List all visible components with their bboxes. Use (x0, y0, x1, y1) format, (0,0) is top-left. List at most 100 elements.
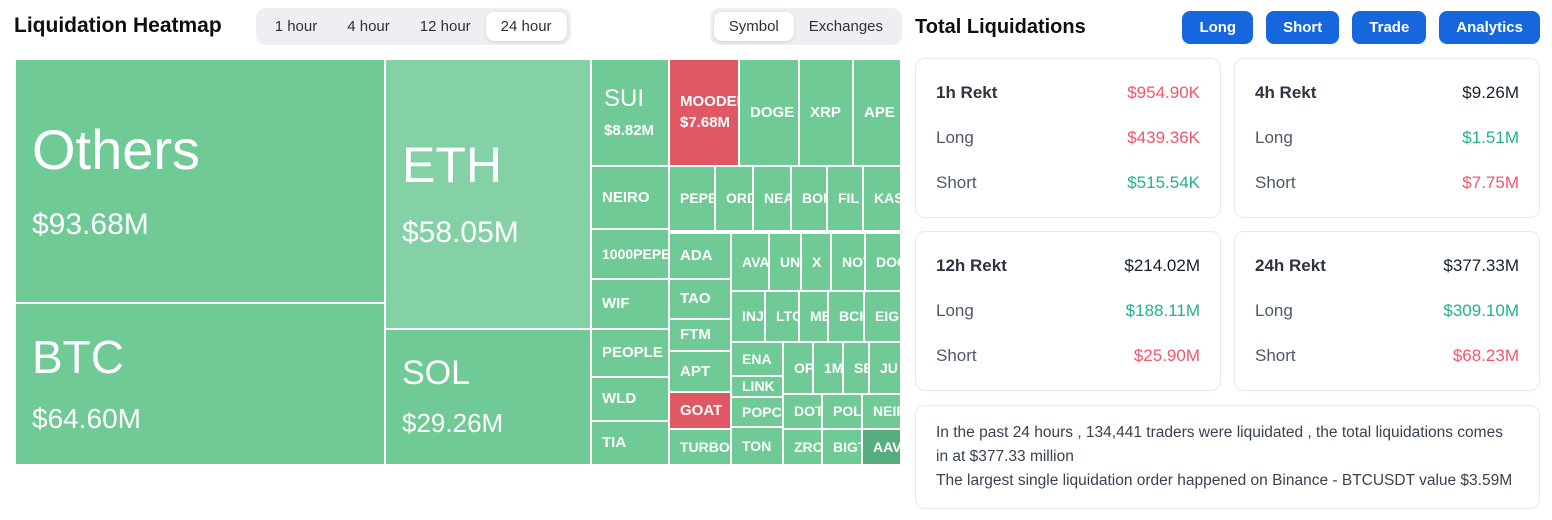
total-value: $9.26M (1462, 83, 1519, 102)
card-title: 1h Rekt (936, 83, 998, 102)
treemap-tile-apt[interactable]: APT (670, 352, 730, 391)
treemap-tile-ltc[interactable]: LTC (766, 292, 798, 341)
tile-symbol: KAS (874, 190, 900, 207)
treemap-tile-x[interactable]: X (802, 234, 830, 290)
treemap-tile-kas[interactable]: KAS (864, 167, 900, 230)
treemap-tile-pepe[interactable]: PEPE (670, 167, 714, 230)
short-button[interactable]: Short (1266, 10, 1340, 44)
treemap-tile-bigt[interactable]: BIGT (823, 430, 861, 464)
treemap-tile-ava[interactable]: AVA (732, 234, 768, 290)
tile-symbol: SE (854, 359, 868, 376)
treemap-tile-bon[interactable]: BON (792, 167, 826, 230)
treemap-tile-mew[interactable]: MEW (800, 292, 827, 341)
summary-line-2: The largest single liquidation order hap… (936, 472, 1513, 490)
treemap-tile-zro[interactable]: ZRO (784, 430, 821, 464)
tile-symbol: POL (833, 403, 861, 420)
tile-symbol: SUI (604, 84, 645, 112)
treemap-tile-tia[interactable]: TIA (592, 422, 668, 464)
tile-symbol: ZRO (794, 438, 821, 455)
treemap-tile-ena[interactable]: ENA (732, 343, 782, 375)
treemap-tile-fil[interactable]: FIL (828, 167, 862, 230)
tile-symbol: TON (742, 437, 772, 454)
treemap-tile-inj[interactable]: INJ (732, 292, 764, 341)
tile-symbol: PEOPLE (602, 344, 663, 362)
treemap-tile-eth[interactable]: ETH $58.05M (386, 60, 590, 328)
trade-button[interactable]: Trade (1352, 10, 1427, 44)
treemap-tile-doge[interactable]: DOGE (740, 60, 798, 165)
treemap-tile-ape[interactable]: APE (854, 60, 900, 165)
treemap-tile-1m[interactable]: 1M (814, 343, 842, 393)
treemap-tile-popca[interactable]: POPCA (732, 398, 782, 426)
card-row: 4h Rekt $9.26M (1255, 83, 1519, 103)
treemap-tile-sui[interactable]: SUI $8.82M (592, 60, 668, 165)
treemap-tile-ton[interactable]: TON (732, 428, 782, 464)
long-label: Long (1255, 301, 1293, 320)
rekt-card-1h-rekt: 1h Rekt $954.90K Long $439.36K Short $515.54K (915, 58, 1221, 218)
treemap-tile-uni[interactable]: UNI (770, 234, 800, 290)
treemap-tile-pol[interactable]: POL (823, 395, 861, 428)
treemap-tile-btc[interactable]: BTC $64.60M (16, 304, 384, 464)
tile-value: $29.26M (402, 408, 504, 439)
long-label: Long (1255, 128, 1293, 147)
tile-symbol: NEIRO (602, 188, 650, 206)
treemap-tile-neiro[interactable]: NEIRO (592, 167, 668, 228)
time-filter-1-hour[interactable]: 1 hour (260, 12, 333, 41)
treemap-tile-others[interactable]: Others $93.68M (16, 60, 384, 302)
view-toggle-exchanges[interactable]: Exchanges (794, 12, 898, 41)
treemap-tile-people[interactable]: PEOPLE (592, 330, 668, 376)
treemap-tile-sol[interactable]: SOL $29.26M (386, 330, 590, 464)
treemap-tile-1000pepe[interactable]: 1000PEPE (592, 230, 668, 278)
tile-symbol: PEPE (680, 190, 714, 207)
treemap-tile-turbo[interactable]: TURBO (670, 430, 730, 464)
time-filter-12-hour[interactable]: 12 hour (405, 12, 486, 41)
treemap-tile-ord[interactable]: ORD (716, 167, 752, 230)
short-value: $68.23M (1452, 346, 1519, 365)
tile-symbol: FTM (680, 326, 711, 344)
time-filter-4-hour[interactable]: 4 hour (332, 12, 405, 41)
card-row: Short $7.75M (1255, 173, 1519, 193)
card-row: 12h Rekt $214.02M (936, 256, 1200, 276)
tile-symbol: APT (680, 362, 710, 380)
card-row: Short $25.90M (936, 346, 1200, 366)
analytics-button[interactable]: Analytics (1439, 10, 1540, 44)
treemap-tile-se[interactable]: SE (844, 343, 868, 393)
total-liquidations-title: Total Liquidations (915, 15, 1086, 38)
short-label: Short (936, 346, 977, 365)
treemap-tile-tao[interactable]: TAO (670, 280, 730, 318)
treemap-tile-not[interactable]: NOT (832, 234, 864, 290)
tile-symbol: BIGT (833, 438, 861, 455)
treemap-tile-eig[interactable]: EIG (865, 292, 900, 341)
tile-symbol: SOL (402, 354, 471, 393)
summary-line-1: In the past 24 hours , 134,441 traders w… (936, 424, 1503, 466)
treemap-tile-ada[interactable]: ADA (670, 234, 730, 278)
treemap-tile-wif[interactable]: WIF (592, 280, 668, 328)
tile-symbol: DOT (794, 403, 821, 420)
treemap-tile-op[interactable]: OP (784, 343, 812, 393)
long-value: $188.11M (1125, 301, 1200, 320)
treemap-tile-ju[interactable]: JU (870, 343, 900, 393)
treemap-tile-bch[interactable]: BCH (829, 292, 863, 341)
tile-value: $8.82M (604, 121, 655, 139)
tile-symbol: ADA (680, 247, 713, 265)
treemap-tile-xrp[interactable]: XRP (800, 60, 852, 165)
tile-symbol: TIA (602, 434, 627, 452)
tile-symbol: NEIR (873, 403, 900, 420)
treemap-tile-wld[interactable]: WLD (592, 378, 668, 420)
long-label: Long (936, 128, 974, 147)
treemap-tile-nea[interactable]: NEA (754, 167, 790, 230)
view-toggle-symbol[interactable]: Symbol (713, 11, 794, 41)
treemap-tile-link[interactable]: LINK (732, 377, 782, 396)
short-value: $515.54K (1127, 173, 1200, 192)
treemap-tile-ftm[interactable]: FTM (670, 320, 730, 350)
treemap-tile-aav[interactable]: AAV (863, 430, 900, 464)
treemap-tile-neir[interactable]: NEIR (863, 395, 900, 428)
treemap-tile-mooden[interactable]: MOODEN $7.68M (670, 60, 738, 165)
long-value: $1.51M (1462, 128, 1519, 147)
long-button[interactable]: Long (1182, 10, 1254, 44)
tile-symbol: BCH (839, 308, 863, 325)
treemap-tile-dot[interactable]: DOT (784, 395, 821, 428)
treemap-tile-dog[interactable]: DOG (866, 234, 900, 290)
time-filter-24-hour[interactable]: 24 hour (485, 11, 567, 41)
treemap-tile-goat[interactable]: GOAT (670, 393, 730, 428)
tile-symbol: INJ (742, 308, 764, 325)
